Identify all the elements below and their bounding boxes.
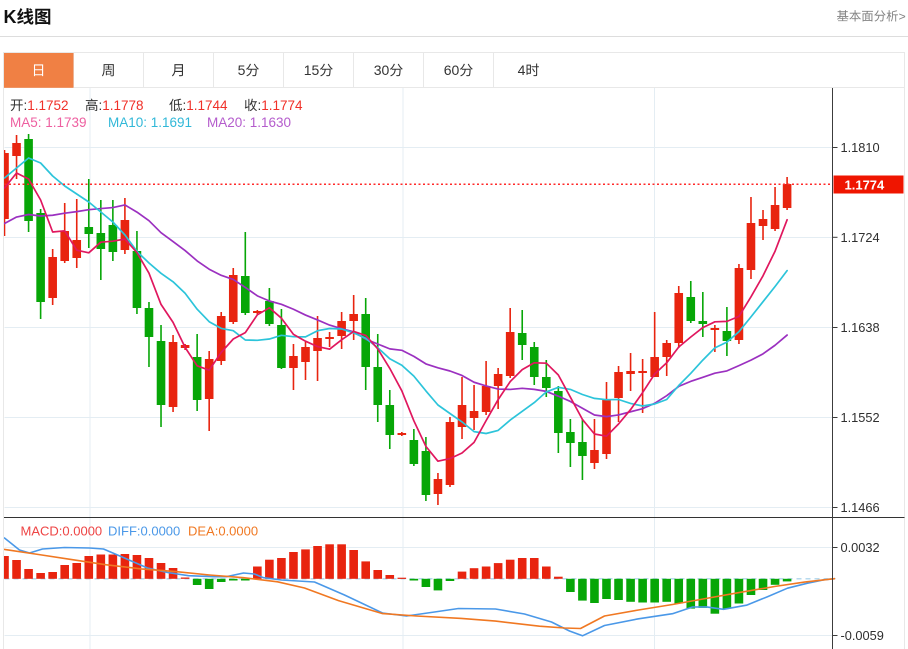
svg-text::1.1778: :1.1778 <box>99 98 144 113</box>
svg-text:30: 30 <box>374 62 390 78</box>
svg-text:DEA:0.0000: DEA:0.0000 <box>188 524 258 539</box>
svg-text:DIFF:0.0000: DIFF:0.0000 <box>108 524 180 539</box>
svg-text:1.1552: 1.1552 <box>841 410 880 425</box>
svg-text:K: K <box>4 7 17 27</box>
svg-text:1.1724: 1.1724 <box>841 230 880 245</box>
svg-text:MACD:0.0000: MACD:0.0000 <box>21 524 103 539</box>
svg-text:1.1810: 1.1810 <box>841 140 880 155</box>
svg-text::1.1744: :1.1744 <box>183 98 229 113</box>
svg-text:0.0032: 0.0032 <box>841 540 880 555</box>
svg-text:4: 4 <box>518 62 526 78</box>
svg-text:MA10: 1.1691: MA10: 1.1691 <box>108 115 192 130</box>
svg-text:-0.0059: -0.0059 <box>841 628 884 643</box>
svg-text:1.1774: 1.1774 <box>845 177 886 192</box>
svg-text:15: 15 <box>304 62 320 78</box>
svg-text:MA5: 1.1739: MA5: 1.1739 <box>10 115 87 130</box>
svg-text:1.1466: 1.1466 <box>841 500 880 515</box>
svg-text:1.1638: 1.1638 <box>841 320 880 335</box>
svg-text:5: 5 <box>238 62 246 78</box>
svg-text::1.1752: :1.1752 <box>24 98 69 113</box>
svg-text::1.1774: :1.1774 <box>258 98 304 113</box>
svg-text:60: 60 <box>444 62 460 78</box>
svg-text:MA20: 1.1630: MA20: 1.1630 <box>207 115 291 130</box>
svg-text:>: > <box>899 10 906 24</box>
